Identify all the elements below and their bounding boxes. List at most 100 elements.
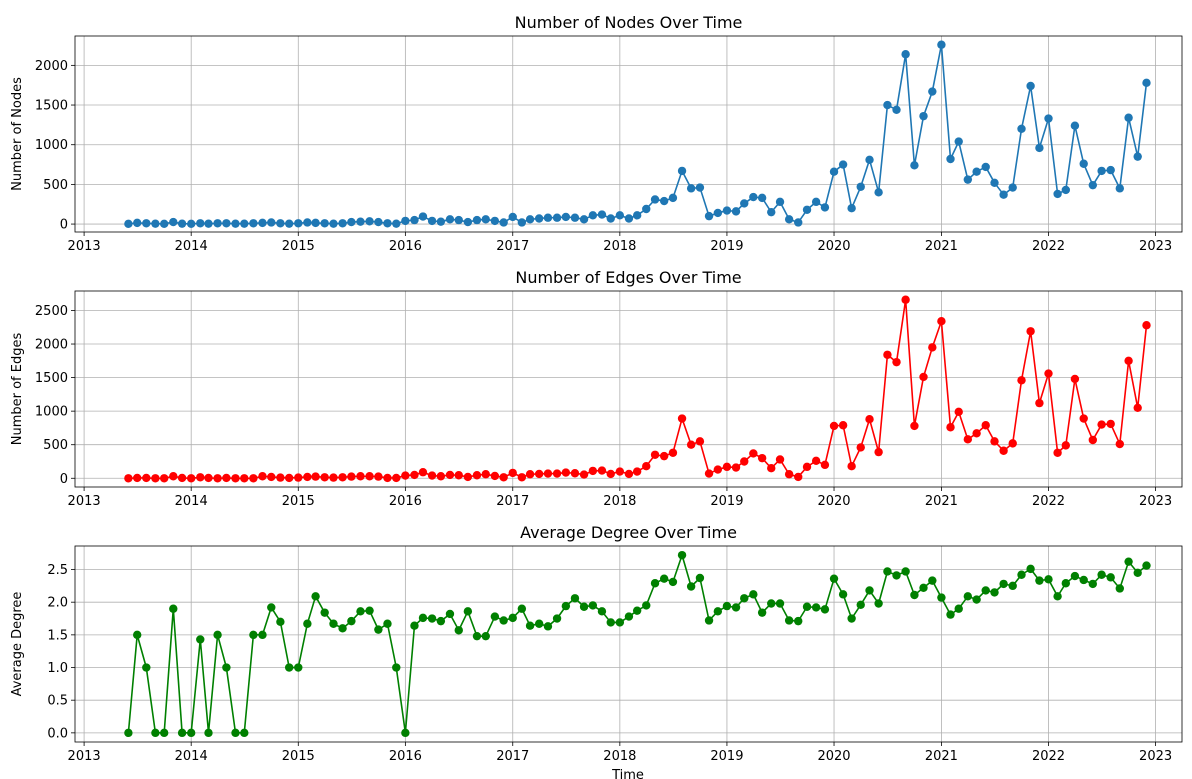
data-point (374, 625, 383, 634)
y-tick-label: 2.5 (47, 563, 68, 578)
data-point (320, 219, 329, 228)
data-point (169, 217, 178, 227)
data-point (892, 571, 901, 580)
y-tick-label: 0 (60, 218, 68, 233)
data-point (1142, 321, 1151, 330)
data-point (463, 472, 473, 482)
data-point (570, 213, 580, 222)
x-tick-label: 2019 (710, 494, 743, 509)
data-point (383, 619, 392, 628)
data-point (418, 212, 428, 221)
data-point (829, 167, 839, 176)
data-point (588, 211, 598, 220)
x-tick-label: 2018 (603, 239, 636, 254)
data-point (231, 474, 240, 483)
data-point (784, 616, 794, 625)
data-point (838, 160, 848, 169)
data-point (910, 421, 919, 431)
data-point (222, 473, 231, 483)
data-point (196, 219, 205, 228)
data-point (517, 218, 527, 227)
data-point (1017, 570, 1026, 579)
data-point (820, 460, 830, 470)
data-point (258, 630, 267, 640)
data-point (606, 618, 615, 627)
data-point (1106, 573, 1115, 582)
data-point (1017, 124, 1026, 134)
x-tick-label: 2019 (710, 239, 743, 254)
data-point (427, 614, 437, 623)
data-point (294, 473, 303, 482)
data-point (856, 600, 865, 609)
data-point (802, 602, 812, 611)
data-point (597, 466, 607, 475)
data-point (410, 470, 419, 480)
data-point (946, 610, 955, 619)
data-point (186, 728, 196, 738)
data-point (713, 465, 723, 474)
data-point (919, 111, 928, 121)
data-point (1124, 557, 1133, 566)
data-point (928, 576, 937, 585)
data-point (981, 586, 990, 595)
data-point (642, 461, 651, 471)
data-point (204, 728, 213, 738)
data-point (1133, 568, 1142, 577)
data-point (588, 601, 598, 610)
x-tick-label: 2017 (496, 239, 529, 254)
data-point (829, 421, 839, 431)
data-point (963, 592, 973, 601)
data-point (624, 612, 634, 621)
data-point (463, 217, 473, 227)
data-point (767, 207, 776, 217)
data-point (659, 574, 669, 583)
data-point (338, 473, 347, 482)
x-tick-label: 2018 (603, 494, 636, 509)
data-point (1061, 185, 1071, 195)
data-point (731, 603, 741, 612)
data-point (642, 601, 651, 610)
series-line (127, 554, 1148, 734)
y-tick-label: 0.0 (47, 726, 68, 741)
data-point (892, 357, 901, 367)
data-point (749, 590, 758, 599)
data-point (847, 614, 856, 623)
data-point (668, 193, 678, 203)
data-point (668, 448, 678, 457)
y-tick-label: 2000 (35, 59, 68, 74)
data-point (124, 728, 133, 738)
x-tick-label: 2016 (389, 749, 422, 764)
data-point (847, 461, 856, 471)
data-point (169, 604, 178, 613)
data-point (463, 607, 473, 616)
data-point (794, 616, 803, 626)
data-point (1008, 183, 1017, 192)
y-tick-label: 0 (60, 472, 68, 487)
data-point (499, 616, 508, 625)
data-point (999, 579, 1008, 589)
data-point (946, 423, 955, 432)
data-point (347, 217, 356, 227)
data-point (954, 137, 963, 146)
data-point (534, 214, 544, 223)
data-point (1133, 403, 1142, 412)
data-point (320, 608, 329, 617)
data-point (937, 317, 946, 326)
data-point (883, 350, 892, 359)
data-point (490, 216, 500, 226)
data-point (695, 183, 705, 192)
data-point (937, 593, 946, 602)
data-point (999, 190, 1008, 199)
data-point (311, 592, 320, 601)
data-point (347, 616, 356, 626)
panel-2: 2013 2014 2015 2016 2017 2018 2019 2020 2021 2022… (10, 268, 1183, 509)
data-point (454, 626, 463, 635)
data-point (213, 630, 222, 640)
data-point (1079, 575, 1088, 585)
data-point (258, 472, 267, 481)
data-point (561, 468, 571, 477)
data-point (784, 215, 794, 224)
data-point (481, 470, 490, 479)
data-point (294, 663, 303, 672)
data-point (410, 621, 419, 630)
